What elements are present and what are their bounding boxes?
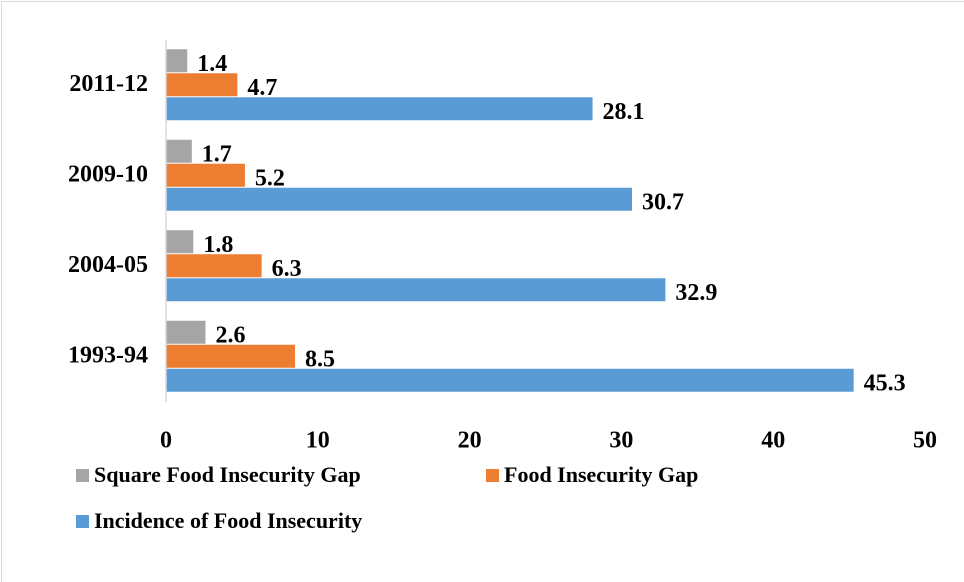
legend-swatch	[486, 469, 499, 482]
bar	[166, 97, 593, 121]
bar	[166, 49, 188, 73]
data-label: 5.2	[255, 165, 285, 191]
data-label: 1.8	[203, 232, 233, 258]
bar	[166, 73, 238, 97]
x-tick-label: 50	[913, 428, 937, 454]
legend-label: Food Insecurity Gap	[504, 462, 698, 487]
x-tick-label: 10	[306, 428, 330, 454]
data-label: 28.1	[603, 99, 645, 125]
data-label: 1.4	[197, 51, 227, 77]
x-tick-label: 20	[458, 428, 482, 454]
y-tick-label: 2004-05	[68, 252, 148, 278]
bar	[166, 320, 206, 344]
legend-label: Square Food Insecurity Gap	[94, 462, 361, 487]
bar	[166, 139, 192, 163]
data-label: 6.3	[272, 256, 302, 282]
legend-label: Incidence of Food Insecurity	[94, 508, 362, 533]
data-label: 45.3	[864, 370, 906, 396]
legend-swatch	[76, 469, 89, 482]
data-label: 1.7	[202, 141, 232, 167]
data-label: 8.5	[305, 346, 335, 372]
bar	[166, 230, 194, 254]
legend-swatch	[76, 515, 89, 528]
x-tick-label: 30	[609, 428, 633, 454]
y-tick-label: 2011-12	[69, 71, 148, 97]
y-tick-label: 2009-10	[68, 161, 148, 187]
bar	[166, 344, 296, 368]
x-tick-label: 40	[761, 428, 785, 454]
bar	[166, 254, 262, 278]
bar	[166, 368, 854, 392]
y-tick-label: 1993-94	[68, 342, 148, 368]
data-label: 32.9	[675, 280, 717, 306]
data-label: 4.7	[247, 75, 277, 101]
bar	[166, 163, 245, 187]
x-tick-label: 0	[160, 428, 172, 454]
bar	[166, 278, 666, 302]
data-label: 2.6	[215, 322, 245, 348]
bar	[166, 187, 633, 211]
data-label: 30.7	[642, 189, 684, 215]
